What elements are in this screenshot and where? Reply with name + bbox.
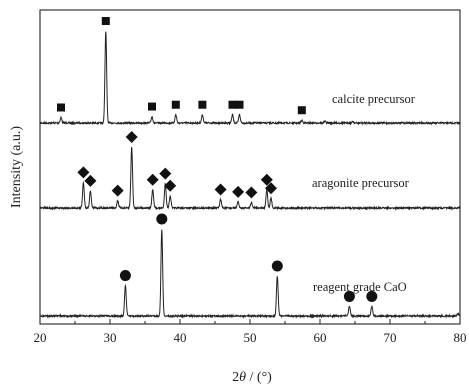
diamond-marker-2 [111,184,124,197]
circle-marker-2 [271,260,283,272]
x-tick-label-40: 40 [174,330,187,345]
x-axis-title-theta: θ [239,370,246,385]
square-marker-6 [235,100,244,109]
circle-marker-0 [119,270,131,282]
diamond-marker-3 [125,131,138,143]
y-axis-title: Intensity (a.u.) [9,126,24,208]
plot-frame [39,9,461,325]
square-marker-4 [198,100,207,109]
square-marker-1 [101,17,110,25]
square-marker-0 [57,103,65,112]
square-marker-3 [171,100,180,109]
x-tick-label-60: 60 [314,330,327,345]
diamond-marker-10 [260,173,273,186]
diamond-marker-5 [159,167,172,180]
circle-marker-1 [156,213,168,225]
series-line-0 [39,31,460,126]
series-2 [39,213,461,319]
x-axis-title-main: 2 [232,370,239,385]
series-label-0: calcite precursor [332,92,416,106]
circle-marker-3 [343,290,355,302]
x-tick-label-70: 70 [384,330,397,345]
circle-marker-4 [366,290,378,302]
x-tick-label-80: 80 [454,330,467,345]
diamond-marker-1 [84,174,97,187]
square-marker-2 [148,102,156,111]
x-tick-label-20: 20 [34,330,47,345]
diamond-marker-0 [77,166,90,179]
square-marker-5 [228,100,237,109]
series-label-2: reagent grade CaO [313,280,407,294]
x-tick-label-30: 30 [104,330,117,345]
diamond-marker-4 [146,173,159,186]
x-axis-title-unit: / (°) [246,370,272,385]
x-axis-ticks: 20 30 40 50 60 70 80 [34,319,467,345]
series-line-2 [39,229,461,319]
diamond-marker-7 [214,183,227,196]
series-label-1: aragonite precursor [312,176,410,190]
square-marker-7 [297,106,306,115]
diamond-marker-8 [232,185,245,198]
diamond-marker-6 [164,179,177,192]
diamond-marker-11 [265,182,277,195]
series-labels: calcite precursor aragonite precursor reag… [312,92,416,294]
series-0 [39,17,460,126]
series-line-1 [39,147,461,211]
diamond-marker-9 [245,186,258,199]
x-tick-label-50: 50 [244,330,257,345]
series-layer [39,17,461,319]
series-1 [39,131,461,211]
x-axis-title: 2θ / (°) [232,370,272,385]
